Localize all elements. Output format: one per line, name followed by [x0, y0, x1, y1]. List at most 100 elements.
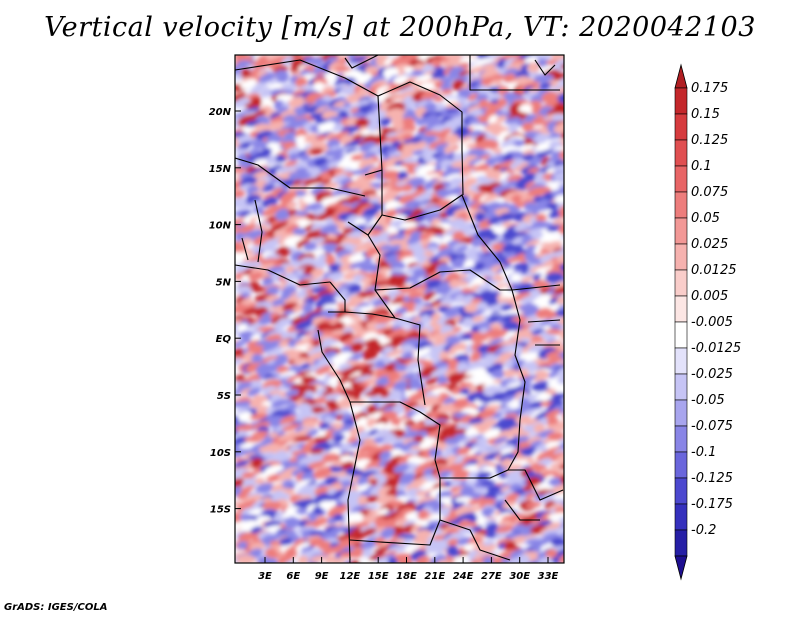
field-cell: [471, 309, 484, 317]
colorbar-swatch: [674, 113, 688, 141]
field-cell: [503, 369, 518, 378]
lon-tick-label: 33E: [538, 571, 559, 582]
field-cell: [300, 363, 311, 370]
field-cell: [532, 381, 552, 392]
colorbar-swatch: [674, 295, 688, 323]
colorbar-swatch: [674, 451, 688, 479]
field-cell: [319, 293, 336, 300]
field-cell: [405, 55, 422, 61]
field-cell: [250, 96, 262, 108]
field-cell: [388, 389, 403, 402]
field-cell: [472, 443, 491, 450]
field-cell: [549, 435, 563, 443]
field-cell: [346, 93, 363, 104]
field-cell: [336, 290, 350, 298]
field-cell: [548, 452, 564, 462]
field-cell: [358, 363, 375, 372]
field-cell: [444, 145, 455, 154]
field-cell: [459, 435, 477, 445]
field-cell: [556, 453, 564, 464]
field-cell: [235, 459, 250, 468]
field-cell: [503, 57, 518, 66]
field-cell: [464, 177, 478, 186]
field-cell: [262, 197, 276, 208]
map-title: Vertical velocity [m/s] at 200hPa, VT: 2…: [44, 12, 756, 43]
field-cell: [556, 424, 564, 431]
field-cell: [405, 264, 423, 275]
field-cell: [350, 154, 363, 161]
field-cell: [431, 367, 449, 377]
field-cell: [302, 194, 315, 204]
field-cell: [481, 270, 496, 277]
field-cell: [432, 332, 446, 342]
field-cell: [340, 442, 355, 451]
field-cell: [277, 76, 289, 83]
field-cell: [265, 415, 284, 427]
field-cell: [253, 158, 268, 166]
field-cell: [552, 72, 564, 81]
lon-tick-label: 30E: [509, 571, 530, 582]
field-cell: [406, 235, 421, 245]
field-cell: [294, 319, 313, 331]
field-cell: [249, 413, 269, 420]
field-cell: [558, 315, 564, 326]
field-cell: [270, 271, 284, 280]
field-cell: [558, 149, 564, 161]
field-cell: [533, 375, 547, 382]
field-cell: [235, 358, 243, 365]
field-cell: [453, 280, 469, 287]
field-cell: [454, 294, 465, 303]
field-cell: [379, 450, 392, 461]
field-cell: [471, 333, 490, 343]
field-cell: [236, 323, 248, 332]
field-cell: [378, 128, 397, 139]
field-cell: [483, 193, 499, 203]
field-cell: [280, 320, 291, 327]
colorbar-swatch: [674, 503, 688, 531]
field-cell: [500, 304, 514, 311]
field-cell: [395, 81, 413, 91]
field-cell: [235, 93, 247, 103]
field-cell: [365, 350, 379, 361]
field-cell: [413, 141, 428, 150]
field-cell: [281, 423, 300, 432]
field-cell: [452, 257, 467, 269]
field-cell: [347, 283, 362, 294]
field-cell: [527, 62, 540, 73]
colorbar-swatch: [674, 373, 688, 401]
field-cell: [389, 450, 406, 456]
field-cell: [310, 57, 324, 66]
field-cell: [266, 134, 282, 144]
field-cell: [558, 76, 564, 84]
field-cell: [342, 381, 353, 390]
field-cell: [512, 262, 529, 271]
field-cell: [459, 388, 470, 396]
field-cell: [332, 321, 345, 332]
field-cell: [344, 125, 361, 132]
field-cell: [371, 385, 388, 394]
field-cell: [531, 117, 546, 125]
field-cell: [246, 339, 261, 348]
field-cell: [458, 237, 477, 245]
field-cell: [436, 403, 454, 414]
colorbar-swatch: [674, 425, 688, 453]
field-cell: [292, 429, 311, 438]
field-cell: [553, 58, 564, 69]
field-cell: [423, 183, 435, 191]
field-cell: [420, 89, 437, 101]
colorbar-swatch: [674, 477, 688, 505]
colorbar-swatch: [674, 243, 688, 271]
field-cell: [325, 254, 336, 266]
field-cell: [447, 372, 463, 384]
field-cell: [403, 420, 416, 426]
colorbar-bottom-arrow: [674, 555, 688, 581]
field-cell: [267, 164, 284, 173]
colorbar-label: 0.075: [691, 185, 728, 200]
field-cell: [489, 323, 503, 329]
field-cell: [423, 114, 438, 123]
field-cell: [373, 429, 391, 437]
field-cell: [478, 99, 489, 109]
field-cell: [399, 372, 417, 381]
field-cell: [341, 155, 353, 163]
field-cell: [348, 295, 364, 307]
